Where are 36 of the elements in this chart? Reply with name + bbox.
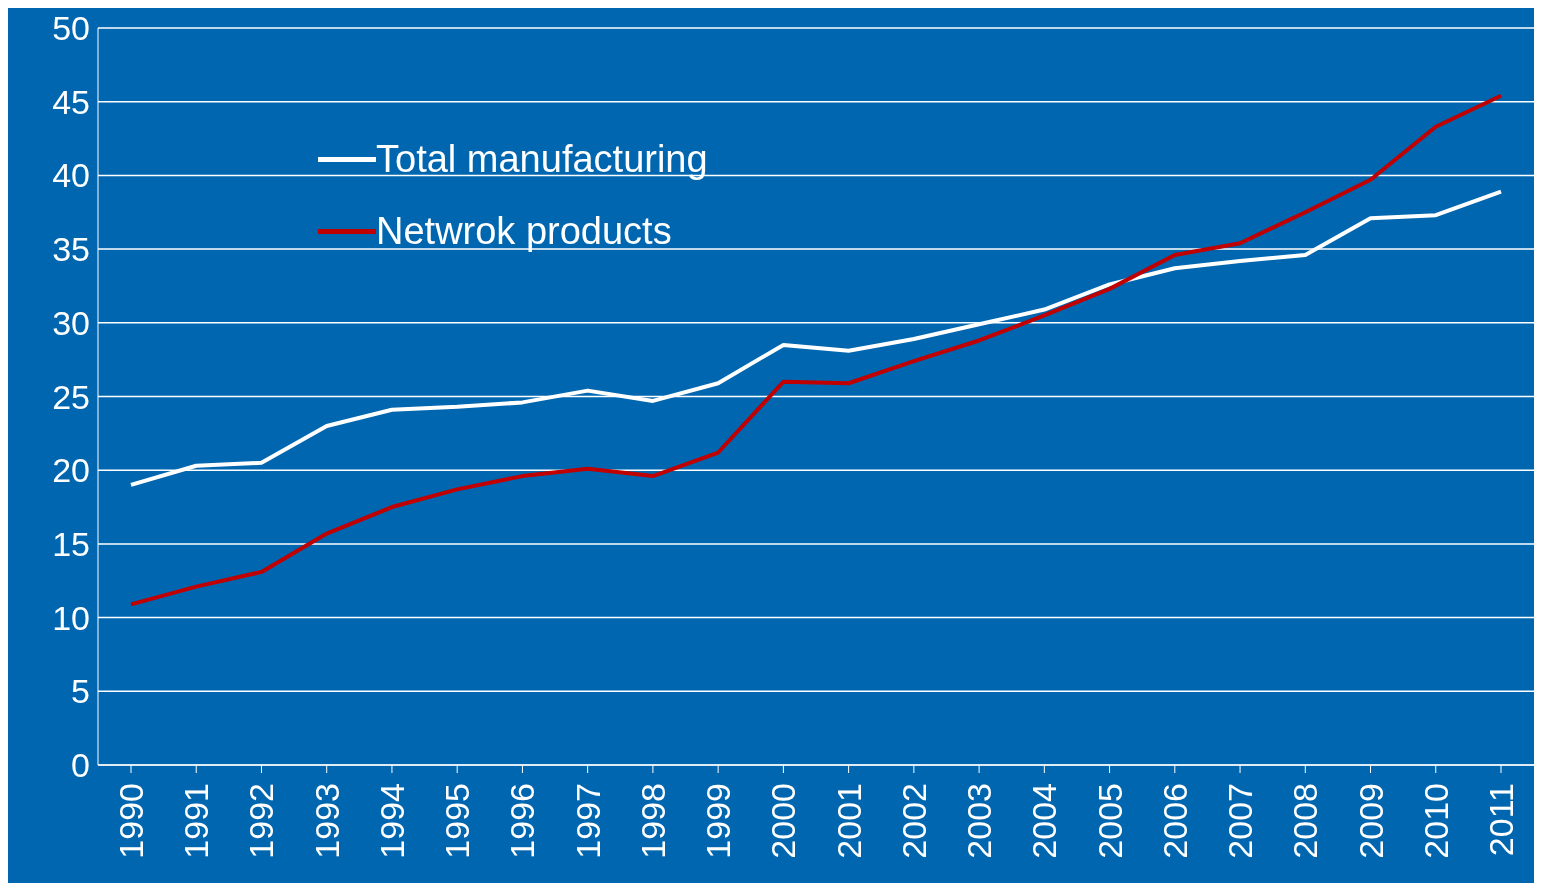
y-tick-label: 40	[52, 156, 90, 195]
x-tick-label: 2010	[1416, 783, 1455, 859]
legend-label: Netwrok products	[376, 209, 672, 254]
x-tick-label: 1994	[372, 783, 411, 859]
y-tick-label: 15	[52, 524, 90, 563]
x-tick-label: 1993	[307, 783, 346, 859]
y-tick-label: 35	[52, 230, 90, 269]
x-tick-label: 2009	[1351, 783, 1390, 859]
x-tick-label: 2003	[960, 783, 999, 859]
y-tick-label: 0	[71, 746, 90, 785]
y-tick-label: 25	[52, 377, 90, 416]
y-tick-label: 5	[71, 672, 90, 711]
x-tick-label: 2001	[829, 783, 868, 859]
x-tick-label: 2005	[1090, 783, 1129, 859]
y-tick-label: 50	[52, 9, 90, 48]
x-tick-label: 2000	[764, 783, 803, 859]
line-series	[129, 93, 1503, 607]
y-tick-label: 10	[52, 598, 90, 637]
x-tick-label: 1995	[438, 783, 477, 859]
y-tick-label: 45	[52, 82, 90, 121]
x-tick-label: 2002	[894, 783, 933, 859]
x-tick-label: 2007	[1221, 783, 1260, 859]
x-tick-label: 2008	[1286, 783, 1325, 859]
legend-label: Total manufacturing	[376, 137, 708, 182]
y-tick-label: 20	[52, 451, 90, 490]
x-tick-label: 1996	[503, 783, 542, 859]
x-tick-label: 1991	[177, 783, 216, 859]
x-tick-label: 1997	[568, 783, 607, 859]
x-tick-label: 2011	[1482, 783, 1520, 857]
x-tick-label: 1999	[699, 783, 738, 859]
x-tick-label: 1992	[242, 783, 281, 859]
y-tick-label: 30	[52, 303, 90, 342]
x-tick-label: 2006	[1155, 783, 1194, 859]
x-tick-label: 1990	[112, 783, 150, 859]
x-tick-label: 1998	[633, 783, 672, 859]
x-tick-label: 2004	[1025, 783, 1064, 859]
